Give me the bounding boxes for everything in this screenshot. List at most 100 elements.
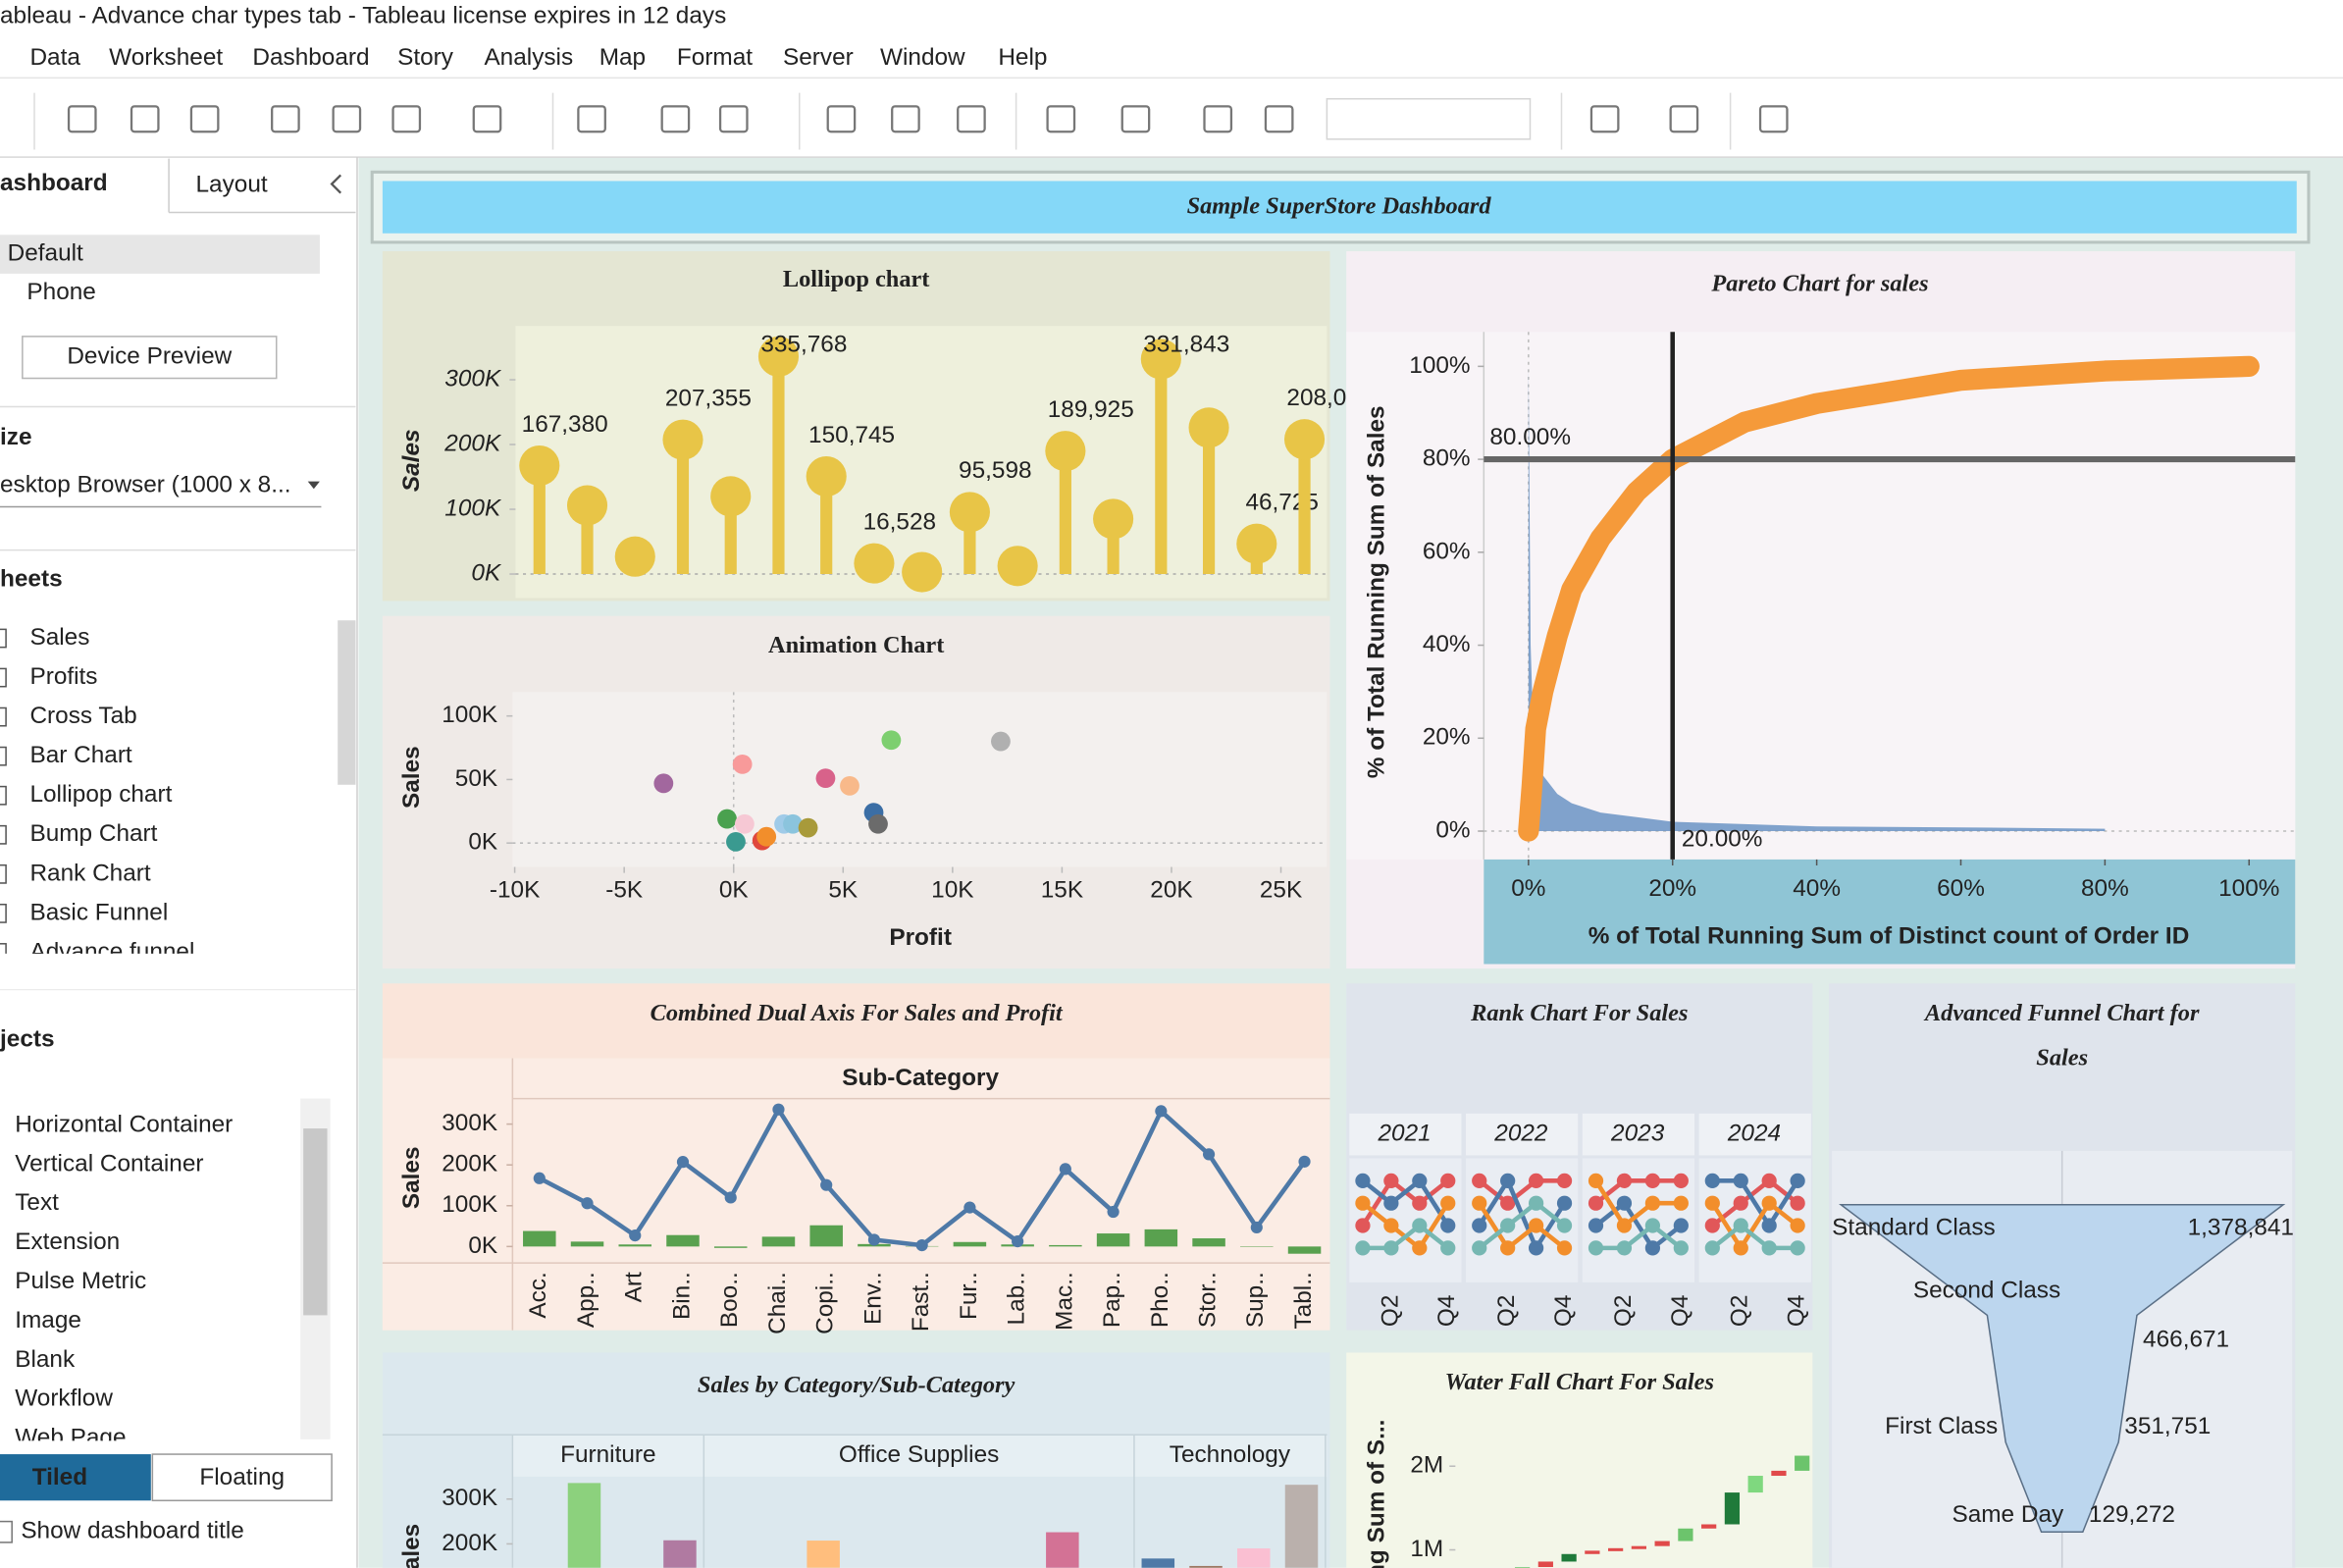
sheet-item[interactable]: Bump Chart	[29, 820, 157, 847]
sheet-item[interactable]: Sales	[29, 624, 89, 651]
checkbox-label[interactable]: Show dashboard title	[21, 1518, 244, 1544]
object-item[interactable]: Image	[15, 1307, 81, 1333]
toolbar-button[interactable]	[1589, 105, 1620, 133]
sheet-icon	[0, 667, 7, 688]
point	[991, 731, 1011, 752]
button-label[interactable]: Device Preview	[67, 343, 232, 370]
y-axis-label: ng Sum of S...	[1364, 1420, 1390, 1568]
toolbar-button[interactable]	[891, 105, 920, 133]
toolbar-button[interactable]	[391, 105, 422, 133]
x-axis-label: Profit	[889, 924, 952, 951]
point	[756, 826, 777, 847]
column-header: Office Supplies	[839, 1441, 999, 1468]
lollipop-head	[757, 336, 800, 377]
toolbar-button[interactable]	[1046, 105, 1076, 133]
device-item[interactable]: Phone	[26, 279, 95, 305]
y-tick-label: 200K	[443, 430, 502, 456]
lollipop-head	[710, 476, 752, 517]
toolbar-button[interactable]	[957, 105, 986, 133]
button[interactable]	[22, 336, 278, 380]
toolbar-button[interactable]	[332, 105, 362, 133]
menu-item[interactable]: Help	[998, 44, 1047, 71]
menu-item[interactable]: Story	[397, 44, 454, 71]
tab[interactable]: Layout	[196, 171, 268, 197]
sheet-item[interactable]: Bar Chart	[29, 742, 131, 768]
toolbar-button[interactable]	[826, 105, 857, 133]
toolbar-button[interactable]	[1120, 105, 1151, 133]
y-tick-label: 80%	[1423, 445, 1471, 472]
object-item[interactable]: Workflow	[15, 1385, 113, 1412]
toolbar-button[interactable]	[271, 105, 300, 133]
toolbar-button[interactable]	[660, 105, 691, 133]
menu-item[interactable]: Data	[29, 44, 80, 71]
toolbar-button[interactable]	[1264, 105, 1294, 133]
object-item[interactable]: Blank	[15, 1346, 76, 1373]
toolbar-button[interactable]	[1203, 105, 1233, 133]
menu-item[interactable]: Dashboard	[252, 44, 369, 71]
menu-item[interactable]: Analysis	[484, 44, 573, 71]
toolbar-button[interactable]	[130, 105, 160, 133]
sheet-item[interactable]: Cross Tab	[29, 703, 136, 729]
size-dropdown[interactable]: esktop Browser (1000 x 8...	[0, 472, 291, 498]
year-header	[1698, 1113, 1811, 1156]
x-tick-label: Q2	[1727, 1295, 1753, 1328]
menu-item[interactable]: Server	[783, 44, 854, 71]
rank-point	[1761, 1218, 1777, 1233]
toggle-on[interactable]	[0, 1454, 151, 1501]
rank-line	[1712, 1178, 1800, 1230]
device-item[interactable]: Default	[8, 240, 83, 267]
sheet-item[interactable]: Profits	[29, 663, 97, 690]
toolbar-dropdown[interactable]	[1326, 97, 1532, 140]
toolbar-button[interactable]	[472, 105, 502, 133]
rank-line	[1362, 1223, 1450, 1251]
bar	[1284, 1485, 1319, 1568]
title-band	[382, 181, 2297, 234]
sheet-item[interactable]: Basic Funnel	[29, 899, 168, 925]
toggle-label[interactable]: Floating	[199, 1464, 285, 1490]
toolbar-button[interactable]	[1758, 105, 1789, 133]
toolbar-button[interactable]	[1669, 105, 1699, 133]
menu-item[interactable]: Format	[677, 44, 753, 71]
waterfall-bar	[1585, 1550, 1600, 1554]
menu-item[interactable]: Map	[599, 44, 646, 71]
checkbox[interactable]	[0, 1520, 13, 1543]
menu-item[interactable]: Worksheet	[109, 44, 223, 71]
object-item[interactable]: Horizontal Container	[15, 1111, 233, 1137]
object-item[interactable]: Text	[15, 1189, 59, 1216]
object-item[interactable]: Vertical Container	[15, 1150, 203, 1176]
toolbar-button[interactable]	[189, 105, 220, 133]
toolbar-button[interactable]	[718, 105, 749, 133]
toolbar-button[interactable]	[67, 105, 97, 133]
device-selected	[0, 235, 320, 274]
data-label: 1,378,841	[2188, 1215, 2294, 1241]
chart-title: Sales by Category/Sub-Category	[698, 1372, 1015, 1398]
rank-line	[1710, 1223, 1798, 1251]
y-axis-label: % of Total Running Sum of Sales	[1364, 405, 1390, 778]
data-label: 466,671	[2143, 1327, 2229, 1353]
data-label: 150,745	[808, 422, 895, 448]
collapse-icon[interactable]	[330, 174, 342, 194]
tab[interactable]: ashboard	[0, 170, 108, 196]
x-tick-label: 60%	[1937, 875, 1985, 902]
x-tick-label: Q2	[1610, 1295, 1637, 1328]
toolbar-button[interactable]	[577, 105, 606, 133]
toggle-off[interactable]	[151, 1453, 333, 1502]
plot-background	[1346, 332, 2296, 860]
section-heading: jects	[0, 1026, 55, 1053]
plot-group	[1514, 1455, 1810, 1568]
lollipop-head	[1045, 431, 1086, 472]
object-item[interactable]: Pulse Metric	[15, 1268, 146, 1294]
menu-item[interactable]: Window	[880, 44, 965, 71]
rank-point	[1528, 1240, 1544, 1256]
sheet-item[interactable]: Lollipop chart	[29, 781, 172, 808]
x-tick-label: 0%	[1511, 875, 1545, 902]
column-header: 2021	[1377, 1121, 1431, 1147]
sheet-icon	[0, 903, 7, 923]
rank-point	[1790, 1173, 1805, 1188]
profit-bar	[809, 1225, 843, 1247]
sheet-item[interactable]: Rank Chart	[29, 860, 150, 886]
rank-point	[1500, 1240, 1516, 1256]
object-item[interactable]: Extension	[15, 1228, 120, 1255]
toggle-label[interactable]: Tiled	[32, 1464, 87, 1490]
waterfall-bar	[1795, 1455, 1810, 1471]
